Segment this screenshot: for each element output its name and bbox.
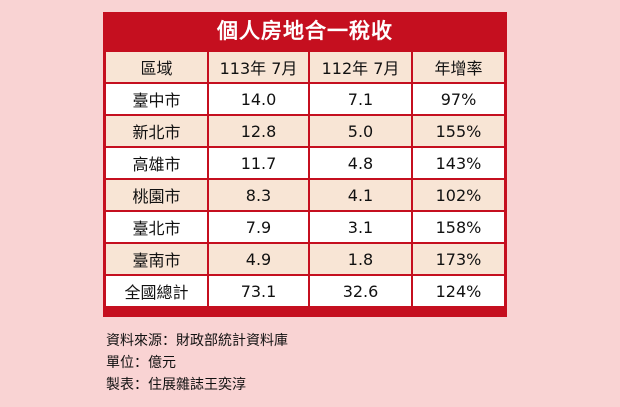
row-region: 臺北市 bbox=[106, 212, 207, 242]
row-growth: 173% bbox=[413, 244, 504, 274]
row-value-previous: 4.8 bbox=[310, 148, 411, 178]
table-grid: 區域 113年 7月 112年 7月 年增率 臺中市 14.0 7.1 97% … bbox=[106, 52, 504, 314]
row-growth: 155% bbox=[413, 116, 504, 146]
row-growth: 97% bbox=[413, 84, 504, 114]
row-value-previous: 1.8 bbox=[310, 244, 411, 274]
row-value-previous: 5.0 bbox=[310, 116, 411, 146]
header-growth-rate: 年增率 bbox=[413, 52, 504, 82]
unit-note: 單位：億元 bbox=[106, 355, 176, 371]
table-notes: 資料來源：財政部統計資料庫 單位：億元 製表：住展雜誌王奕淳 bbox=[106, 330, 288, 396]
row-region: 新北市 bbox=[106, 116, 207, 146]
header-region: 區域 bbox=[106, 52, 207, 82]
table-title: 個人房地合一稅收 bbox=[217, 19, 393, 43]
row-value-previous: 7.1 bbox=[310, 84, 411, 114]
row-region: 臺南市 bbox=[106, 244, 207, 274]
credit-note: 製表：住展雜誌王奕淳 bbox=[106, 377, 246, 393]
row-value-current: 7.9 bbox=[209, 212, 308, 242]
row-growth: 158% bbox=[413, 212, 504, 242]
row-growth: 143% bbox=[413, 148, 504, 178]
row-value-current: 4.9 bbox=[209, 244, 308, 274]
total-growth: 124% bbox=[413, 276, 504, 306]
row-region: 桃園市 bbox=[106, 180, 207, 210]
row-value-previous: 4.1 bbox=[310, 180, 411, 210]
row-region: 高雄市 bbox=[106, 148, 207, 178]
row-value-current: 14.0 bbox=[209, 84, 308, 114]
source-note: 資料來源：財政部統計資料庫 bbox=[106, 333, 288, 349]
row-value-current: 8.3 bbox=[209, 180, 308, 210]
tax-table: 個人房地合一稅收 區域 113年 7月 112年 7月 年增率 臺中市 14.0… bbox=[103, 12, 507, 317]
row-value-current: 12.8 bbox=[209, 116, 308, 146]
row-growth: 102% bbox=[413, 180, 504, 210]
total-value-previous: 32.6 bbox=[310, 276, 411, 306]
header-2023-july: 112年 7月 bbox=[310, 52, 411, 82]
total-value-current: 73.1 bbox=[209, 276, 308, 306]
row-value-previous: 3.1 bbox=[310, 212, 411, 242]
header-2024-july: 113年 7月 bbox=[209, 52, 308, 82]
total-region: 全國總計 bbox=[106, 276, 207, 306]
row-region: 臺中市 bbox=[106, 84, 207, 114]
row-value-current: 11.7 bbox=[209, 148, 308, 178]
